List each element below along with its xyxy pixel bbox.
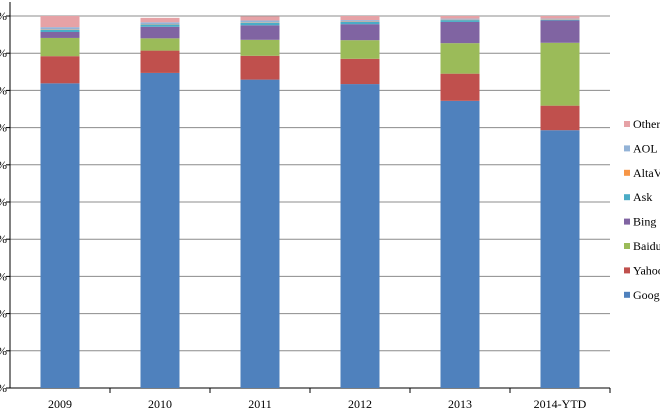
legend-label: AOL — [633, 141, 658, 155]
legend-swatch — [624, 145, 630, 152]
bar-segment-other-2010 — [140, 17, 180, 23]
legend-swatch — [624, 121, 630, 127]
bar-segment-aol-2009 — [40, 27, 80, 30]
bar-segment-ask-2009 — [40, 29, 80, 32]
bar-segment-bing-2012 — [340, 24, 380, 41]
legend-swatch — [624, 291, 630, 298]
bar-segment-goog-2011 — [240, 79, 280, 388]
bar-segment-aol-2014-ytd — [540, 18, 580, 20]
bar-segment-yahoo-2010 — [140, 50, 180, 73]
legend-item-yahoo: Yahoo — [624, 263, 660, 277]
bar-segment-baidu-2013 — [440, 43, 480, 74]
legend-item-ask: Ask — [624, 190, 652, 204]
legend-item-altav: AltaV — [624, 166, 660, 180]
bar-segment-baidu-2010 — [140, 38, 180, 51]
bar-segment-bing-2011 — [240, 25, 280, 40]
bar-segment-other-2009 — [40, 16, 80, 28]
bar-segment-baidu-2012 — [340, 40, 380, 59]
legend-item-baidu: Baidu — [624, 239, 660, 253]
legend-item-aol: AOL — [624, 141, 658, 155]
y-tick-label: % — [0, 381, 7, 395]
x-tick-label: 2009 — [48, 397, 72, 411]
legend-item-bing: Bing — [624, 215, 656, 229]
axes — [6, 2, 611, 393]
bar-segment-goog-2012 — [340, 84, 380, 389]
y-tick-label: % — [0, 344, 7, 358]
legend-item-goog: Goog — [624, 288, 660, 302]
bar-segment-yahoo-2011 — [240, 55, 280, 80]
legend-label: Other — [633, 117, 660, 131]
bar-segment-yahoo-2013 — [440, 73, 480, 101]
bar-segment-goog-2014-ytd — [540, 130, 580, 389]
bar-segment-yahoo-2012 — [340, 58, 380, 85]
legend: Other AOL AltaV Ask Bing Baidu Yahoo Goog — [624, 117, 660, 302]
bar-segment-ask-2013 — [440, 20, 480, 22]
x-tick-label: 2013 — [448, 397, 472, 411]
bar-segment-bing-2014-ytd — [540, 20, 580, 43]
legend-label: Yahoo — [633, 263, 660, 277]
bar-segment-other-2011 — [240, 16, 280, 21]
legend-swatch — [624, 218, 630, 225]
y-tick-label: % — [0, 83, 7, 97]
y-tick-label: % — [0, 307, 7, 321]
bar-segment-other-2013 — [440, 16, 480, 19]
bar-segment-other-2012 — [340, 16, 380, 21]
bar-segment-baidu-2014-ytd — [540, 42, 580, 106]
legend-swatch — [624, 194, 630, 201]
bar-segment-other-2014-ytd — [540, 16, 580, 19]
legend-swatch — [624, 169, 630, 176]
bar-segment-aol-2011 — [240, 20, 280, 23]
y-tick-label: % — [0, 9, 7, 23]
bar-segment-ask-2014-ytd — [540, 19, 580, 21]
bar-segment-ask-2012 — [340, 21, 380, 25]
bar-segment-baidu-2011 — [240, 39, 280, 56]
x-tick-label: 2012 — [348, 397, 372, 411]
y-tick-label: % — [0, 269, 7, 283]
y-tick-labels: %%%%%%%%%%% — [0, 9, 7, 395]
legend-label: Bing — [633, 215, 656, 229]
bar-segment-aol-2012 — [340, 20, 380, 22]
bars — [40, 16, 580, 389]
legend-label: Goog — [633, 288, 660, 302]
bar-segment-bing-2010 — [140, 26, 180, 39]
bar-segment-yahoo-2009 — [40, 56, 80, 84]
bar-segment-aol-2010 — [140, 22, 180, 25]
y-tick-label: % — [0, 46, 7, 60]
x-tick-label: 2014-YTD — [534, 397, 587, 411]
bar-segment-goog-2010 — [140, 72, 180, 388]
y-tick-label: % — [0, 121, 7, 135]
bar-segment-bing-2009 — [40, 31, 80, 38]
bar-segment-ask-2010 — [140, 24, 180, 27]
bar-segment-goog-2013 — [440, 100, 480, 388]
legend-label: Baidu — [633, 239, 660, 253]
y-tick-label: % — [0, 232, 7, 246]
bar-segment-ask-2011 — [240, 22, 280, 26]
legend-label: Ask — [633, 190, 652, 204]
bar-segment-baidu-2009 — [40, 37, 80, 57]
bar-segment-bing-2013 — [440, 21, 480, 44]
legend-item-other: Other — [624, 117, 660, 131]
y-tick-label: % — [0, 195, 7, 209]
bar-segment-aol-2013 — [440, 18, 480, 20]
legend-swatch — [624, 267, 630, 274]
legend-label: AltaV — [633, 166, 660, 180]
grid-lines — [10, 15, 610, 389]
legend-swatch — [624, 243, 630, 249]
x-tick-label: 2010 — [148, 397, 172, 411]
x-tick-label: 2011 — [248, 397, 272, 411]
bar-segment-goog-2009 — [40, 83, 80, 388]
x-tick-labels: 2009 2010 2011 2012 2013 2014-YTD — [48, 397, 587, 411]
bar-segment-yahoo-2014-ytd — [540, 105, 580, 131]
y-tick-label: % — [0, 158, 7, 172]
